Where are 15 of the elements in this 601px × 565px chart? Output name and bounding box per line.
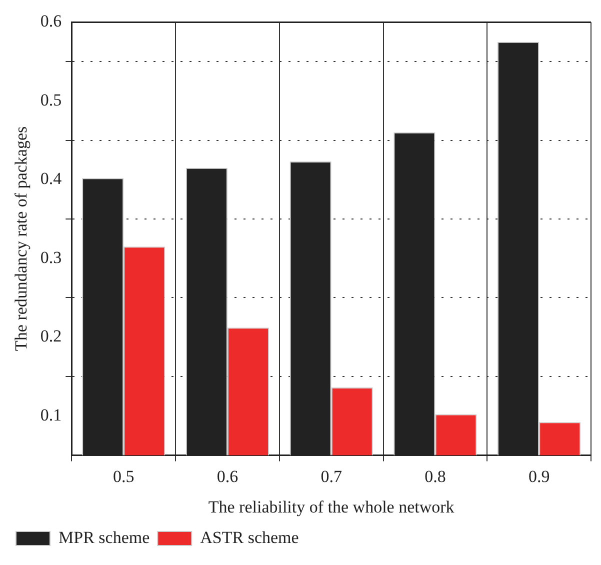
x-tick-label: 0.9 [528,466,550,486]
y-tick-label: 0.1 [40,405,62,424]
legend-label: ASTR scheme [200,528,299,547]
x-tick-label: 0.6 [216,466,238,486]
y-tick-label: 0.4 [40,169,62,188]
y-tick-label: 0.3 [40,248,62,267]
x-axis-title: The reliability of the whole network [208,497,455,516]
x-tick-label: 0.8 [424,466,446,486]
y-tick-label: 0.6 [40,12,62,31]
x-tick-label: 0.7 [320,466,342,486]
x-tick-label: 0.5 [112,466,134,486]
legend-label: MPR scheme [58,528,150,547]
y-tick-label: 0.2 [40,326,62,346]
y-axis-title: The redundancy rate of packages [12,126,31,352]
y-tick-label: 0.5 [40,90,62,110]
